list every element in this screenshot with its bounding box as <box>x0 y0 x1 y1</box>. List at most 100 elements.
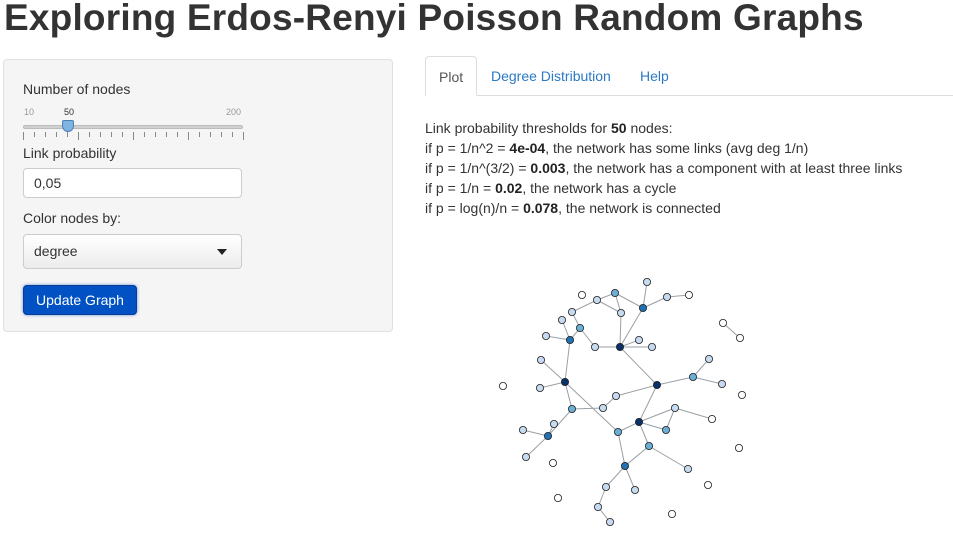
tab-plot[interactable]: Plot <box>425 56 478 96</box>
graph-node <box>707 414 716 423</box>
link-prob-label: Link probability <box>23 145 117 161</box>
graph-edge <box>522 429 549 437</box>
graph-node <box>735 334 744 343</box>
graph-edge <box>638 407 676 423</box>
graph-edge <box>540 359 566 383</box>
graph-edge <box>692 376 723 385</box>
graph-node <box>642 277 651 286</box>
graph-node <box>734 443 743 452</box>
graph-edge <box>615 384 658 397</box>
graph-node <box>661 425 670 434</box>
graph-edge <box>614 292 644 309</box>
graph-node <box>647 343 656 352</box>
graph-node <box>634 336 643 345</box>
graph-node <box>536 384 545 393</box>
tab-bar: Plot Degree Distribution Help <box>425 56 953 96</box>
graph-edge <box>638 421 667 431</box>
nodes-slider-track[interactable] <box>23 125 243 129</box>
graph-edge <box>571 407 604 410</box>
graph-node <box>602 482 611 491</box>
graph-node <box>620 461 629 470</box>
graph-node <box>684 290 693 299</box>
graph-node <box>616 343 625 352</box>
graph-edge <box>571 299 598 313</box>
info-line: if p = 1/n^(3/2) = 0.003, the network ha… <box>425 160 903 176</box>
graph-edge <box>564 339 571 383</box>
graph-node <box>612 392 621 401</box>
graph-node <box>561 378 570 387</box>
info-heading: Link probability thresholds for 50 nodes… <box>425 120 673 136</box>
graph-node <box>593 295 602 304</box>
graph-node <box>568 404 577 413</box>
graph-node <box>591 343 600 352</box>
graph-node <box>578 290 587 299</box>
slider-ticks <box>23 132 244 140</box>
graph-node <box>683 464 692 473</box>
graph-node <box>717 380 726 389</box>
tab-degree-distribution[interactable]: Degree Distribution <box>491 68 611 84</box>
graph-node <box>688 373 697 382</box>
graph-node <box>594 502 603 511</box>
graph-edge <box>525 435 549 458</box>
graph-node <box>549 458 558 467</box>
graph-node <box>611 288 620 297</box>
graph-edge <box>539 381 566 389</box>
graph-edge <box>619 312 622 348</box>
graph-edge <box>564 381 573 410</box>
graph-edge <box>624 445 650 467</box>
graph-node <box>644 441 653 450</box>
graph-edge <box>674 407 713 420</box>
graph-node <box>568 308 577 317</box>
graph-node <box>614 427 623 436</box>
graph-edge <box>638 421 650 447</box>
graph-edge <box>642 281 648 309</box>
graph-node <box>737 391 746 400</box>
graph-edge <box>619 346 658 386</box>
graph-node <box>617 309 626 318</box>
graph-node <box>537 356 546 365</box>
graph-edge <box>547 408 573 437</box>
update-graph-button[interactable]: Update Graph <box>23 285 137 315</box>
graph-edge <box>617 431 626 467</box>
graph-edge <box>624 465 636 491</box>
graph-edge <box>579 327 596 348</box>
graph-edge <box>656 376 694 386</box>
graph-edge <box>642 296 668 309</box>
link-prob-input[interactable]: 0,05 <box>23 168 242 198</box>
graph-edge <box>596 299 622 314</box>
nodes-slider-handle[interactable] <box>62 120 74 132</box>
nodes-label: Number of nodes <box>23 81 131 97</box>
tab-help[interactable]: Help <box>640 68 669 84</box>
graph-node <box>718 319 727 328</box>
info-line: if p = log(n)/n = 0.078, the network is … <box>425 200 721 216</box>
graph-node <box>704 355 713 364</box>
graph-node <box>667 509 676 518</box>
graph-node <box>670 403 679 412</box>
color-by-select-value: degree <box>34 243 78 259</box>
graph-node <box>566 336 575 345</box>
graph-node <box>576 324 585 333</box>
graph-edge <box>638 384 658 423</box>
graph-edge <box>605 465 626 488</box>
graph-edge <box>545 335 571 341</box>
graph-node <box>606 517 615 526</box>
graph-node <box>599 403 608 412</box>
graph-node <box>554 493 563 502</box>
info-line: if p = 1/n^2 = 4e-04, the network has so… <box>425 140 809 156</box>
color-by-label: Color nodes by: <box>23 210 122 226</box>
graph-node <box>550 419 559 428</box>
graph-node <box>518 425 527 434</box>
graph-node <box>542 332 551 341</box>
threshold-info: Link probability thresholds for 50 nodes… <box>425 118 902 218</box>
graph-edge <box>619 307 644 348</box>
network-graph-plot <box>498 277 746 526</box>
sidebar-panel: Number of nodes 10 50 200 Link probabili… <box>3 59 393 332</box>
graph-node <box>638 304 647 313</box>
slider-value-label: 50 <box>64 107 75 117</box>
graph-edge <box>692 358 710 378</box>
graph-node <box>652 381 661 390</box>
graph-node <box>522 452 531 461</box>
info-line: if p = 1/n = 0.02, the network has a cyc… <box>425 180 677 196</box>
graph-node <box>498 382 507 391</box>
color-by-select[interactable]: degree <box>23 234 242 269</box>
